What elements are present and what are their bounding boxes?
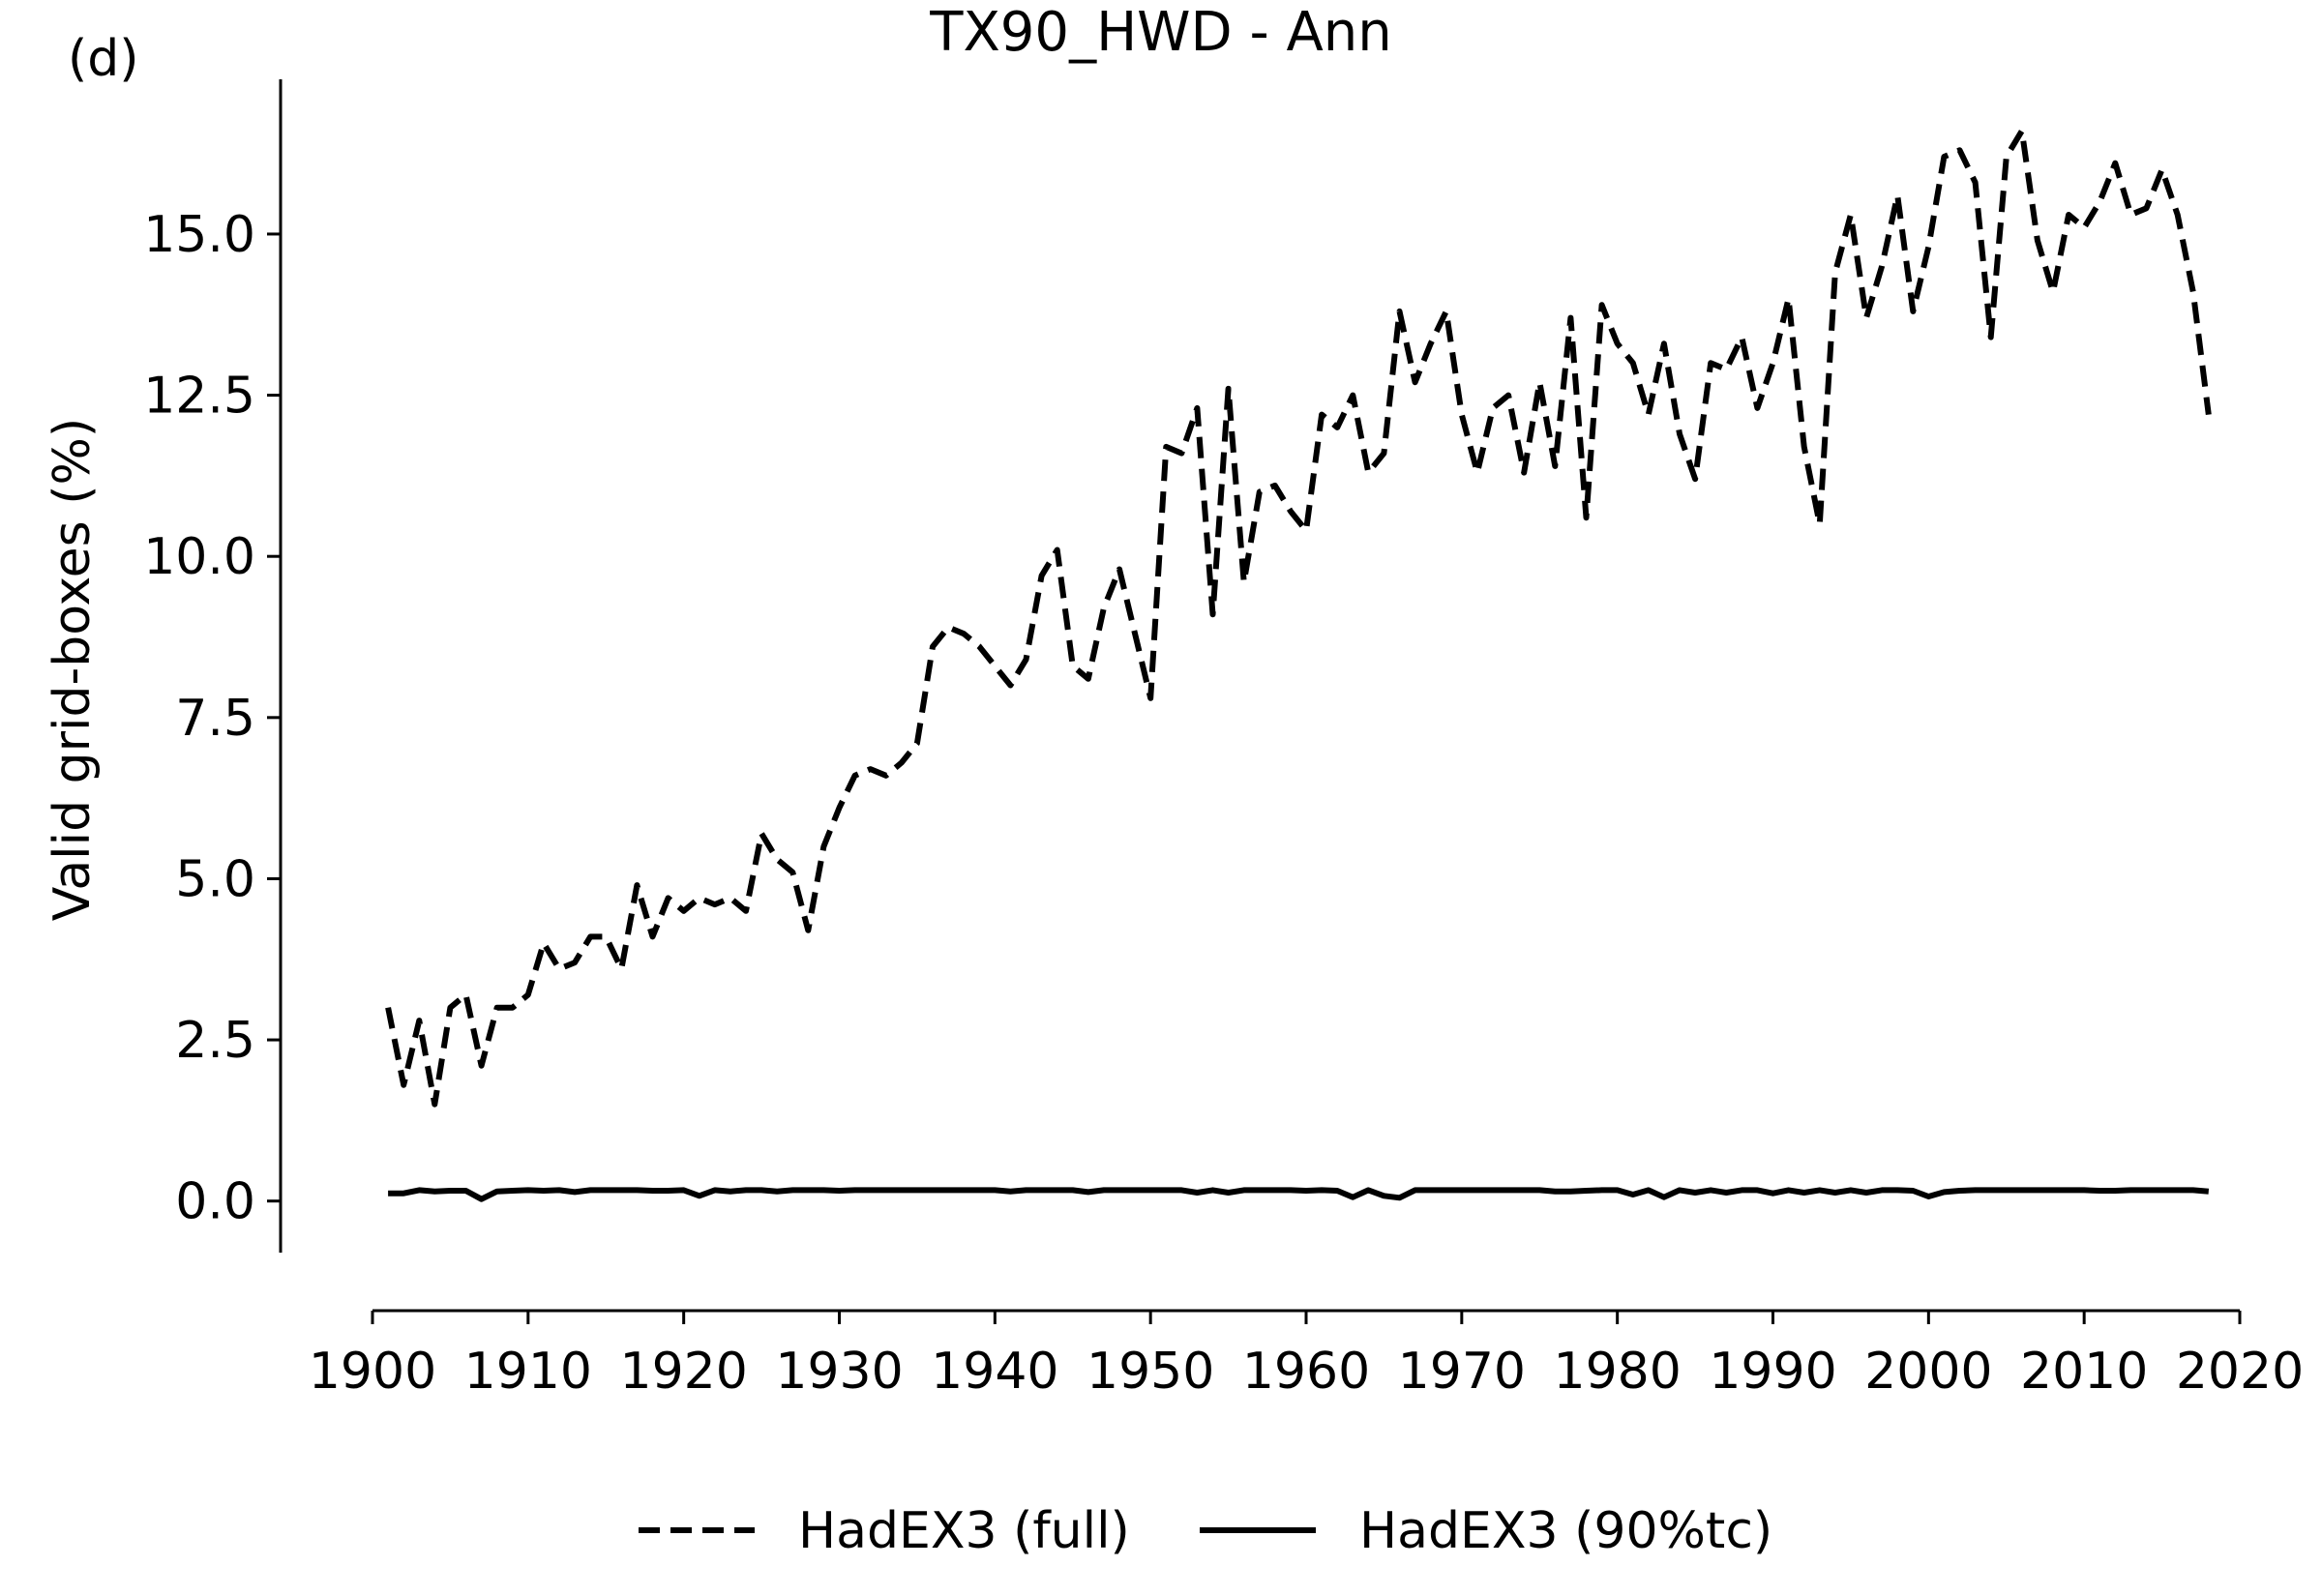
legend: HadEX3 (full) HadEX3 (90%tc) bbox=[639, 1502, 1772, 1560]
x-tick-label: 2000 bbox=[1864, 1343, 1992, 1401]
x-tick-label: 1950 bbox=[1087, 1343, 1214, 1401]
y-tick-label: 15.0 bbox=[143, 206, 255, 264]
x-tick-label: 1930 bbox=[775, 1343, 903, 1401]
y-axis: 0.0 2.5 5.0 7.5 10.0 12.5 15.0 bbox=[143, 79, 283, 1253]
legend-label: HadEX3 (90%tc) bbox=[1359, 1502, 1772, 1560]
x-tick-label: 1940 bbox=[931, 1343, 1058, 1401]
x-tick-label: 2020 bbox=[2176, 1343, 2304, 1401]
y-tick-label: 5.0 bbox=[175, 850, 255, 908]
plot-area bbox=[385, 128, 2212, 1202]
y-tick-label: 0.0 bbox=[175, 1173, 255, 1231]
y-tick-label: 12.5 bbox=[143, 368, 255, 426]
x-tick-label: 1920 bbox=[619, 1343, 747, 1401]
y-tick-label: 7.5 bbox=[175, 690, 255, 748]
x-tick-label: 1970 bbox=[1398, 1343, 1526, 1401]
x-tick-label: 1910 bbox=[464, 1343, 592, 1401]
panel-label: (d) bbox=[68, 30, 139, 88]
x-tick-label: 1960 bbox=[1242, 1343, 1370, 1401]
chart-title: TX90_HWD - Ann bbox=[929, 1, 1392, 64]
x-tick-label: 1980 bbox=[1553, 1343, 1681, 1401]
y-tick-label: 10.0 bbox=[143, 528, 255, 586]
series-line-full bbox=[385, 128, 2212, 1108]
x-tick-label: 2010 bbox=[2020, 1343, 2148, 1401]
y-axis-label: Valid grid-boxes (%) bbox=[44, 418, 102, 921]
x-axis: 1900 1910 1920 1930 1940 1950 1960 1970 1980 1990… bbox=[309, 1309, 2304, 1401]
series-line-90tc bbox=[388, 1187, 2210, 1202]
x-tick-label: 1900 bbox=[309, 1343, 436, 1401]
x-tick-label: 1990 bbox=[1709, 1343, 1836, 1401]
y-tick-label: 2.5 bbox=[175, 1012, 255, 1070]
legend-label: HadEX3 (full) bbox=[798, 1502, 1130, 1560]
